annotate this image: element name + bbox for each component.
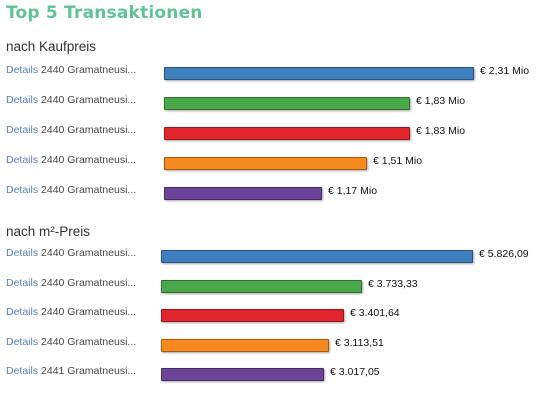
transaction-row: Details 2440 Gramatneusi... € 1,17 Mio bbox=[0, 182, 557, 202]
address-label: 2441 Gramatneusi... bbox=[38, 365, 137, 377]
details-link[interactable]: Details bbox=[6, 365, 39, 377]
address-label: 2440 Gramatneusi... bbox=[38, 276, 137, 289]
value-label: € 5.826,09 bbox=[479, 248, 529, 260]
row-label: Details 2440 Gramatneusi... bbox=[6, 247, 136, 259]
value-label: € 1,51 Mio bbox=[373, 155, 423, 167]
details-link[interactable]: Details bbox=[6, 64, 39, 76]
details-link[interactable]: Details bbox=[6, 184, 39, 196]
value-label: € 3.113,51 bbox=[335, 336, 384, 349]
address-label: 2440 Gramatneusi... bbox=[38, 154, 137, 166]
address-label: 2440 Gramatneusi... bbox=[38, 124, 137, 136]
row-label: Details 2441 Gramatneusi... bbox=[6, 365, 136, 377]
bar bbox=[161, 250, 473, 263]
bar bbox=[164, 97, 410, 110]
row-label: Details 2440 Gramatneusi... bbox=[6, 124, 136, 136]
bar bbox=[161, 309, 344, 322]
bar bbox=[164, 67, 474, 80]
transaction-row: Details 2440 Gramatneusi... € 1,83 Mio bbox=[0, 92, 557, 112]
bar bbox=[164, 187, 322, 200]
address-label: 2440 Gramatneusi... bbox=[38, 64, 137, 76]
transaction-row: Details 2440 Gramatneusi... € 5.826,09 bbox=[0, 245, 557, 265]
transaction-row: Details 2440 Gramatneusi... € 1,51 Mio bbox=[0, 152, 557, 172]
transaction-row: Details 2440 Gramatneusi... € 3.113,51 bbox=[0, 334, 557, 354]
row-label: Details 2440 Gramatneusi... bbox=[6, 184, 136, 196]
value-label: € 3.733,33 bbox=[368, 277, 418, 290]
address-label: 2440 Gramatneusi... bbox=[38, 306, 137, 318]
bar bbox=[161, 368, 324, 381]
row-label: Details 2440 Gramatneusi... bbox=[6, 277, 136, 289]
page-title: Top 5 Transaktionen bbox=[6, 3, 203, 23]
row-label: Details 2440 Gramatneusi... bbox=[6, 154, 136, 166]
details-link[interactable]: Details bbox=[6, 94, 39, 106]
value-label: € 3.017,05 bbox=[330, 366, 380, 378]
section-title: nach m²-Preis bbox=[6, 224, 91, 239]
value-label: € 2,31 Mio bbox=[480, 65, 530, 77]
bar bbox=[164, 127, 410, 140]
transaction-row: Details 2440 Gramatneusi... € 1,83 Mio bbox=[0, 122, 557, 142]
value-label: € 1,17 Mio bbox=[328, 185, 378, 197]
transaction-row: Details 2441 Gramatneusi... € 3.017,05 bbox=[0, 363, 557, 383]
details-link[interactable]: Details bbox=[6, 306, 39, 318]
bar bbox=[164, 157, 367, 170]
bar bbox=[161, 338, 329, 352]
row-label: Details 2440 Gramatneusi... bbox=[6, 64, 136, 76]
row-label: Details 2440 Gramatneusi... bbox=[6, 336, 136, 348]
address-label: 2440 Gramatneusi... bbox=[38, 184, 137, 196]
address-label: 2440 Gramatneusi... bbox=[38, 247, 137, 259]
details-link[interactable]: Details bbox=[6, 247, 39, 259]
details-link[interactable]: Details bbox=[6, 124, 39, 136]
address-label: 2440 Gramatneusi... bbox=[38, 335, 137, 348]
details-link[interactable]: Details bbox=[6, 276, 39, 289]
address-label: 2440 Gramatneusi... bbox=[38, 94, 137, 106]
transaction-row: Details 2440 Gramatneusi... € 3.733,33 bbox=[0, 275, 557, 295]
value-label: € 1,83 Mio bbox=[416, 125, 466, 137]
details-link[interactable]: Details bbox=[6, 154, 39, 166]
section-title: nach Kaufpreis bbox=[6, 39, 97, 54]
details-link[interactable]: Details bbox=[6, 335, 39, 348]
transaction-row: Details 2440 Gramatneusi... € 2,31 Mio bbox=[0, 62, 557, 82]
transaction-row: Details 2440 Gramatneusi... € 3.401,64 bbox=[0, 304, 557, 324]
bar bbox=[161, 279, 362, 293]
value-label: € 1,83 Mio bbox=[416, 95, 466, 107]
row-label: Details 2440 Gramatneusi... bbox=[6, 94, 136, 106]
row-label: Details 2440 Gramatneusi... bbox=[6, 306, 136, 318]
value-label: € 3.401,64 bbox=[350, 307, 400, 319]
